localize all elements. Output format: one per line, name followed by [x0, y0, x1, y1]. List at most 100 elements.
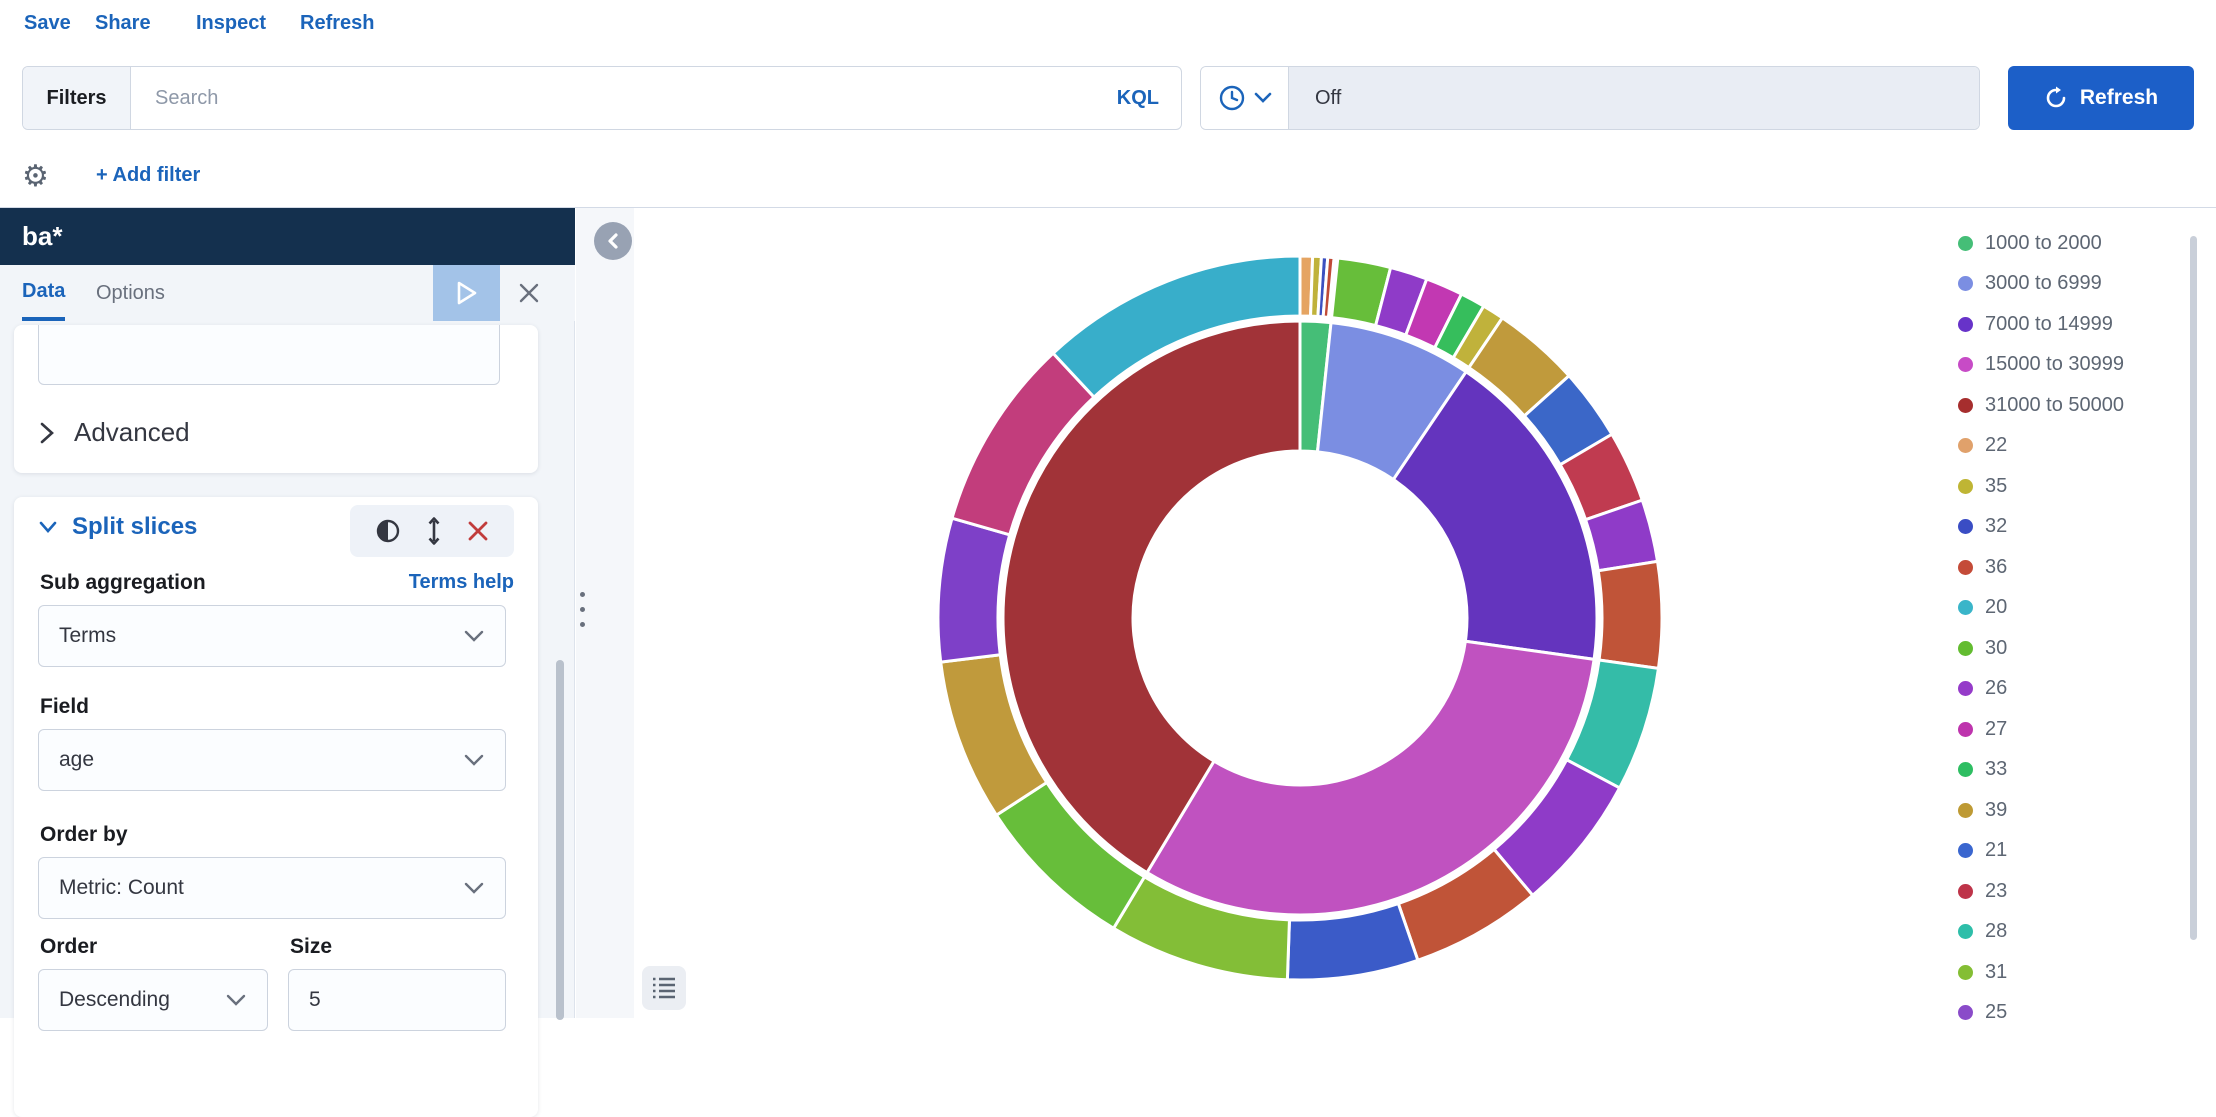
- panel-scrollbar[interactable]: [556, 660, 564, 1020]
- chart-slice-outer-26[interactable]: [936, 516, 1012, 664]
- filters-button[interactable]: Filters: [23, 67, 131, 129]
- legend-item[interactable]: 22: [1958, 431, 2007, 461]
- order-by-select[interactable]: Metric: Count: [38, 857, 506, 919]
- split-slices-label: Split slices: [72, 513, 198, 540]
- legend-item[interactable]: 15000 to 30999: [1958, 350, 2124, 380]
- legend-item[interactable]: 1000 to 2000: [1958, 228, 2102, 258]
- tab-options[interactable]: Options: [96, 281, 165, 304]
- panel-gutter: [576, 208, 634, 1018]
- refresh-button[interactable]: Refresh: [2008, 66, 2194, 130]
- legend-dot: [1958, 924, 1973, 939]
- refresh-link[interactable]: Refresh: [300, 12, 375, 34]
- legend-item-label: 31: [1985, 960, 2008, 983]
- legend-item[interactable]: 23: [1958, 876, 2007, 906]
- order-value: Descending: [59, 988, 170, 1011]
- terms-help-link[interactable]: Terms help: [408, 571, 514, 593]
- legend-item[interactable]: 3000 to 6999: [1958, 269, 2102, 299]
- chevron-left-icon: [608, 233, 618, 249]
- advanced-accordion[interactable]: Advanced: [38, 417, 190, 448]
- legend-item-label: 20: [1985, 596, 2008, 618]
- legend-dot: [1958, 964, 1973, 980]
- drag-reorder-icon[interactable]: [426, 516, 442, 546]
- search-input[interactable]: [131, 68, 1095, 128]
- legend-item[interactable]: 39: [1958, 795, 2007, 825]
- split-slices-accordion[interactable]: Split slices: [38, 513, 197, 541]
- legend-dot: [1958, 316, 1973, 332]
- legend-dot: [1958, 640, 1973, 656]
- panel-resizer-handle[interactable]: [576, 592, 588, 627]
- chart-slice-inner-7000-to-14999[interactable]: [1391, 369, 1599, 662]
- legend-item[interactable]: 31000 to 50000: [1958, 390, 2124, 420]
- legend-item[interactable]: 7000 to 14999: [1958, 309, 2113, 339]
- close-icon[interactable]: [515, 279, 543, 307]
- legend-dot: [1958, 235, 1973, 251]
- vis-editor-panel: ba* Data Options Advanced: [0, 208, 575, 1117]
- legend-item[interactable]: 21: [1958, 836, 2007, 866]
- legend-item-label: 22: [1985, 434, 2008, 456]
- chart-slice-outer-20[interactable]: [1050, 254, 1302, 400]
- add-filter-link[interactable]: + Add filter: [96, 164, 201, 186]
- legend-item[interactable]: 28: [1958, 917, 2007, 947]
- sub-aggregation-select[interactable]: Terms: [38, 605, 506, 667]
- legend-item[interactable]: 32: [1958, 512, 2007, 542]
- sub-aggregation-label: Sub aggregation: [40, 571, 206, 594]
- legend-dot: [1958, 519, 1973, 534]
- size-label: Size: [290, 935, 333, 958]
- legend-item[interactable]: 27: [1958, 714, 2007, 744]
- split-slices-card: Split slices Sub aggregation Terms help …: [14, 497, 538, 1117]
- size-input[interactable]: [288, 969, 506, 1031]
- legend-dot: [1958, 681, 1973, 696]
- legend-item[interactable]: 25: [1958, 998, 2007, 1028]
- collapse-panel-button[interactable]: [594, 222, 632, 260]
- gear-icon[interactable]: ⚙: [22, 160, 49, 193]
- chart-slice-outer-36[interactable]: [1596, 559, 1664, 671]
- legend-dot: [1958, 1005, 1973, 1020]
- play-icon: [457, 281, 476, 305]
- legend-item[interactable]: 31: [1958, 957, 2007, 987]
- legend-dot: [1958, 397, 1973, 413]
- kql-button[interactable]: KQL: [1116, 86, 1159, 109]
- field-label: Field: [40, 695, 90, 718]
- remove-agg-icon[interactable]: [465, 518, 491, 544]
- save-link[interactable]: Save: [24, 12, 71, 34]
- legend-item[interactable]: 20: [1958, 593, 2007, 623]
- chart-slice-outer-36[interactable]: [1321, 255, 1336, 319]
- chevron-down-icon: [464, 754, 484, 766]
- panel-header: ba*: [0, 208, 575, 265]
- custom-label-input[interactable]: [38, 325, 500, 385]
- filter-bar: ⚙ + Add filter: [0, 148, 2216, 327]
- legend-item[interactable]: 36: [1958, 552, 2007, 582]
- chart-slice-inner-31000-to-50000[interactable]: [1001, 319, 1302, 875]
- legend-item-label: 26: [1985, 677, 2008, 699]
- legend-item-label: 23: [1985, 879, 2008, 902]
- legend-scrollbar[interactable]: [2190, 236, 2197, 940]
- apply-changes-button[interactable]: [433, 265, 500, 321]
- chart-slice-inner-15000-to-30999[interactable]: [1144, 639, 1596, 917]
- legend-item[interactable]: 30: [1958, 633, 2007, 663]
- legend-dot: [1958, 438, 1973, 453]
- chevron-down-icon: [39, 521, 57, 533]
- time-picker-toggle[interactable]: [1201, 67, 1289, 129]
- search-group: Filters KQL: [22, 66, 1182, 130]
- legend-item[interactable]: 33: [1958, 755, 2007, 785]
- chart-area: 1000 to 2000 3000 to 6999 7000 to 14999 150…: [634, 208, 2216, 1023]
- index-pattern-title: ba*: [22, 221, 63, 251]
- legend-dot: [1958, 883, 1973, 899]
- share-link[interactable]: Share: [95, 12, 151, 34]
- refresh-button-label: Refresh: [2079, 86, 2159, 109]
- list-icon: [653, 977, 675, 999]
- order-select[interactable]: Descending: [38, 969, 268, 1031]
- legend-item[interactable]: 26: [1958, 674, 2007, 704]
- inspect-link[interactable]: Inspect: [196, 12, 267, 34]
- legend-item[interactable]: 35: [1958, 471, 2007, 501]
- legend-item-label: 1000 to 2000: [1985, 231, 2102, 254]
- tab-data[interactable]: Data: [22, 265, 66, 321]
- field-select[interactable]: age: [38, 729, 506, 791]
- sunburst-donut-chart: [936, 254, 1664, 982]
- legend-item-label: 27: [1985, 717, 2008, 740]
- legend-item-label: 31000 to 50000: [1985, 393, 2125, 416]
- time-range-value[interactable]: Off: [1289, 67, 1979, 129]
- toggle-enable-icon[interactable]: [373, 517, 403, 545]
- query-bar: Filters KQL Off Refresh: [0, 48, 2216, 148]
- legend-toggle-button[interactable]: [642, 966, 686, 1010]
